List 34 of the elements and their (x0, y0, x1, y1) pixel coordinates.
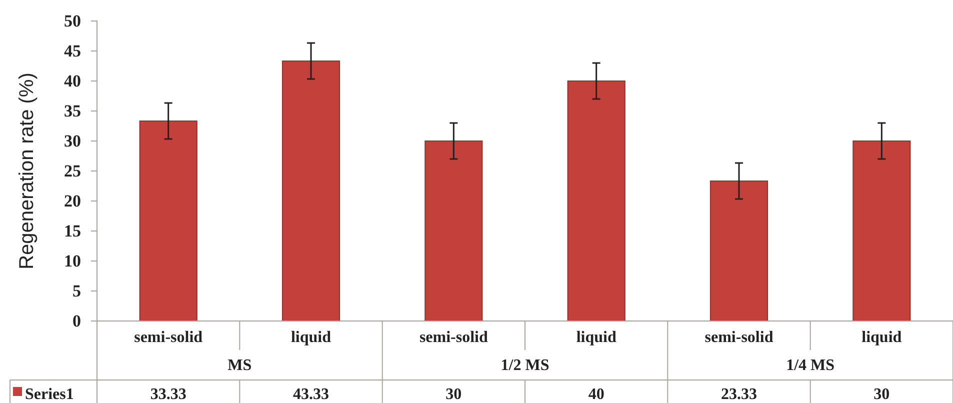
y-tick-label: 40 (64, 71, 81, 90)
y-tick-label: 15 (64, 221, 81, 240)
data-label: 40 (588, 386, 604, 403)
x-tick-label: semi-solid (134, 329, 203, 346)
text: MS (228, 357, 252, 374)
y-tick-label: 20 (64, 191, 81, 210)
y-tick-label: 30 (64, 131, 81, 150)
x-tick-label: semi-solid (704, 329, 774, 346)
y-tick-label: 35 (64, 101, 81, 120)
x-tick-label: liquid (576, 329, 616, 346)
y-tick-label: 5 (72, 281, 81, 300)
bar (139, 120, 198, 322)
data-label: 33.33 (150, 386, 186, 403)
bar (567, 80, 626, 322)
y-tick-label: 45 (64, 41, 81, 60)
x-tick-label: liquid (862, 329, 902, 346)
bar (710, 180, 768, 322)
x-tick-label: semi-solid (419, 329, 488, 346)
bar (282, 60, 340, 322)
y-tick-label: 50 (64, 11, 81, 30)
data-label: 30 (874, 386, 890, 403)
data-label: 23.33 (721, 386, 757, 403)
y-tick-label: 25 (64, 161, 81, 180)
bar (852, 140, 911, 322)
data-label: 30 (446, 386, 462, 403)
text: 1/2 MS (500, 357, 550, 374)
data-label: 43.33 (293, 386, 329, 403)
x-tick-label: liquid (290, 329, 332, 346)
bar (424, 140, 483, 322)
y-axis-title: Regeneration rate (%) (16, 72, 38, 270)
legend-label: Series1 (25, 386, 74, 403)
text: 1/4 MS (786, 357, 835, 374)
y-tick-label: 0 (72, 311, 81, 330)
y-tick-label: 10 (64, 251, 81, 270)
